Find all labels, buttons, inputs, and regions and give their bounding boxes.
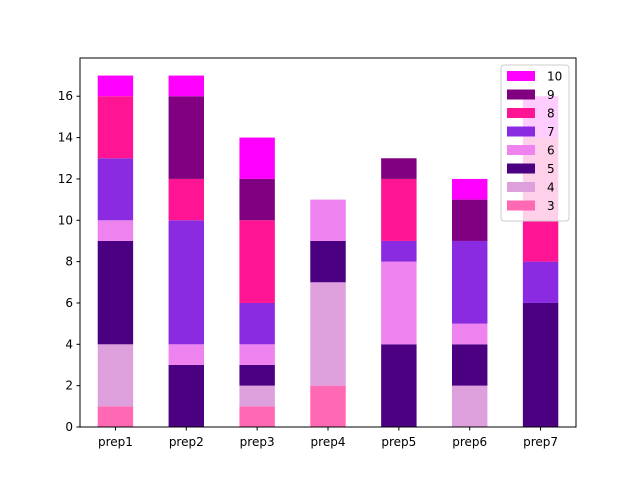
plot-frame bbox=[79, 57, 577, 428]
bar-segment-prep1-7 bbox=[97, 158, 134, 221]
bar-segment-prep7-7 bbox=[522, 261, 559, 303]
y-tick-label: 14 bbox=[58, 131, 73, 145]
y-tick-label: 6 bbox=[65, 296, 73, 310]
bar-segment-prep4-5 bbox=[310, 240, 346, 283]
legend-swatch-3 bbox=[507, 200, 535, 211]
bar-segment-prep2-9 bbox=[168, 96, 204, 179]
bar-segment-prep3-10 bbox=[239, 137, 275, 179]
legend-label-4: 4 bbox=[547, 181, 555, 195]
bar-segment-prep2-7 bbox=[168, 220, 204, 345]
bar-segment-prep6-6 bbox=[452, 323, 488, 345]
bar-segment-prep5-8 bbox=[381, 178, 417, 241]
x-tick-label: prep2 bbox=[169, 435, 204, 449]
legend-label-10: 10 bbox=[547, 70, 562, 84]
legend-swatch-5 bbox=[507, 163, 535, 174]
y-tick-label: 16 bbox=[58, 89, 73, 103]
x-axis: prep1 prep2 prep3 prep4 prep5 prep6 prep7 bbox=[98, 427, 558, 449]
bar-segment-prep3-5 bbox=[239, 364, 275, 386]
bar-segment-prep5-6 bbox=[381, 261, 417, 345]
bar-segment-prep1-6 bbox=[97, 220, 134, 241]
bar-segment-prep6-5 bbox=[452, 344, 488, 386]
y-axis: 0 2 4 6 8 10 12 14 16 bbox=[58, 89, 80, 434]
bar-segment-prep5-7 bbox=[381, 240, 417, 262]
bar-segment-prep2-5 bbox=[168, 364, 204, 427]
y-tick-label: 12 bbox=[58, 172, 73, 186]
y-tick-label: 0 bbox=[65, 420, 73, 434]
bar-segment-prep5-9 bbox=[381, 158, 417, 179]
legend-swatch-6 bbox=[507, 145, 535, 155]
bar-segment-prep1-8 bbox=[97, 96, 134, 159]
legend-swatch-10 bbox=[507, 71, 535, 81]
bar-segment-prep6-9 bbox=[452, 199, 488, 241]
y-tick-label: 4 bbox=[65, 337, 73, 351]
legend-label-6: 6 bbox=[547, 144, 555, 158]
x-tick-label: prep3 bbox=[240, 435, 275, 449]
bar-segment-prep2-8 bbox=[168, 178, 204, 221]
y-tick-label: 8 bbox=[65, 255, 73, 269]
bar-segment-prep1-10 bbox=[97, 75, 134, 97]
bar-segment-prep4-3 bbox=[310, 385, 346, 427]
bar-segment-prep1-3 bbox=[97, 406, 134, 427]
x-tick-label: prep5 bbox=[381, 435, 416, 449]
bar-segment-prep3-6 bbox=[239, 344, 275, 365]
bar-segment-prep3-8 bbox=[239, 220, 275, 303]
bar-segment-prep6-7 bbox=[452, 240, 488, 324]
bar-segment-prep2-6 bbox=[168, 344, 204, 365]
x-tick-label: prep6 bbox=[452, 435, 487, 449]
legend-label-5: 5 bbox=[547, 162, 555, 176]
legend-swatch-4 bbox=[507, 182, 535, 192]
legend-swatch-8 bbox=[507, 108, 535, 118]
legend-swatch-7 bbox=[507, 126, 535, 137]
bar-segment-prep7-5 bbox=[522, 302, 559, 427]
bar-segment-prep1-5 bbox=[97, 240, 134, 345]
bar-segment-prep6-4 bbox=[452, 385, 488, 427]
bar-segment-prep4-6 bbox=[310, 199, 346, 241]
bar-segment-prep2-10 bbox=[168, 75, 204, 97]
bar-segment-prep6-10 bbox=[452, 178, 488, 200]
bar-segment-prep3-9 bbox=[239, 178, 275, 221]
bar-segment-prep3-7 bbox=[239, 302, 275, 345]
bar-segment-prep3-4 bbox=[239, 385, 275, 407]
legend-label-3: 3 bbox=[547, 199, 555, 213]
y-tick-label: 10 bbox=[58, 213, 73, 227]
legend-label-7: 7 bbox=[547, 125, 555, 139]
legend-label-9: 9 bbox=[547, 88, 555, 102]
y-tick-label: 2 bbox=[65, 379, 73, 393]
bar-segment-prep3-3 bbox=[239, 406, 275, 427]
legend-swatch-9 bbox=[507, 89, 535, 100]
legend-frame bbox=[500, 64, 570, 222]
bar-segment-prep5-5 bbox=[381, 344, 417, 427]
legend: 10 9 8 7 6 5 4 3 bbox=[500, 64, 570, 222]
legend-label-8: 8 bbox=[547, 107, 555, 121]
bar-segment-prep4-4 bbox=[310, 282, 346, 386]
x-tick-label: prep4 bbox=[311, 435, 346, 449]
x-tick-label: prep1 bbox=[98, 435, 133, 449]
x-tick-label: prep7 bbox=[523, 435, 558, 449]
bar-segment-prep1-4 bbox=[97, 344, 134, 407]
